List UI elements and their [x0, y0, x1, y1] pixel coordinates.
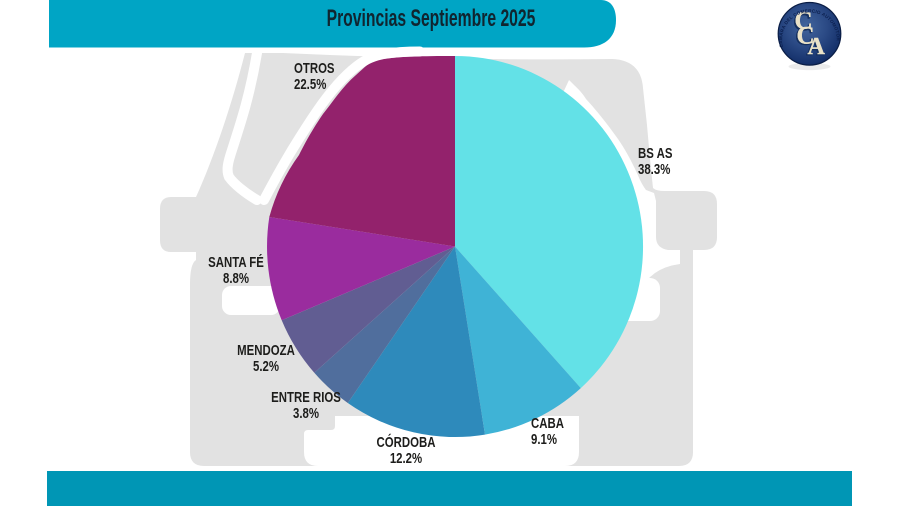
svg-text:C: C — [793, 9, 811, 36]
svg-text:C: C — [795, 24, 813, 51]
svg-text:C: C — [795, 8, 813, 35]
svg-text:C: C — [797, 23, 815, 50]
svg-text:A: A — [808, 34, 826, 60]
svg-text:A: A — [806, 35, 824, 61]
